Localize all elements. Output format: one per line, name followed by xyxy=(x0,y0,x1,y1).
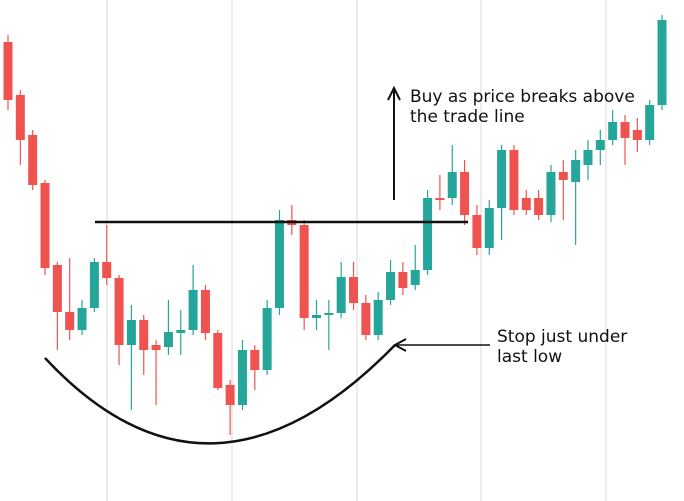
up-arrow-head xyxy=(387,85,401,101)
candle-body xyxy=(151,345,161,350)
candle-body xyxy=(40,183,50,268)
candle-body xyxy=(102,262,112,278)
candle-body xyxy=(200,290,210,333)
candle-body xyxy=(361,303,371,335)
candle-body xyxy=(534,198,544,215)
candle-body xyxy=(595,140,605,150)
candle-body xyxy=(435,198,445,200)
candle-body xyxy=(336,277,346,313)
candle-body xyxy=(460,172,470,215)
candle-body xyxy=(484,208,494,248)
grid xyxy=(106,0,607,501)
candle-body xyxy=(77,308,87,330)
candle-body xyxy=(386,272,396,300)
candle-body xyxy=(89,262,99,308)
candle-body xyxy=(188,290,198,330)
candle-body xyxy=(237,350,247,405)
annotation: Stop just under xyxy=(497,327,627,347)
candle-body xyxy=(620,122,630,138)
candle-body xyxy=(250,350,260,370)
candle-body xyxy=(15,95,25,140)
candle-body xyxy=(645,105,655,140)
candle-body xyxy=(3,42,13,100)
candle-body xyxy=(213,333,223,388)
candle-body xyxy=(262,308,272,370)
annotation: the trade line xyxy=(410,107,525,127)
candle-body xyxy=(509,150,519,210)
candle-body xyxy=(163,332,173,347)
drawings xyxy=(44,85,490,445)
candle-body xyxy=(410,270,420,285)
candle-body xyxy=(299,225,309,318)
candle-body xyxy=(28,135,38,185)
annotation: Buy as price breaks above xyxy=(410,87,635,107)
candle-body xyxy=(373,300,383,335)
candle-body xyxy=(324,313,334,315)
candle-body xyxy=(52,265,62,312)
candle-body xyxy=(114,278,124,345)
candle-body xyxy=(65,312,75,330)
candle-body xyxy=(657,20,667,105)
candle-body xyxy=(497,150,507,208)
candle-body xyxy=(312,315,321,318)
candle-body xyxy=(558,172,568,180)
candle-body xyxy=(583,150,593,165)
candle-body xyxy=(274,220,284,308)
candle-body xyxy=(447,172,457,198)
candle-body xyxy=(349,277,359,303)
cup-curve xyxy=(44,344,396,445)
candles xyxy=(3,15,667,435)
candle-body xyxy=(521,198,531,210)
annotation: last low xyxy=(497,347,562,367)
candle-body xyxy=(571,160,581,182)
candle-body xyxy=(423,198,433,270)
candle-body xyxy=(126,320,136,345)
left-arrow-head xyxy=(392,338,407,352)
candle-body xyxy=(608,122,618,140)
candle-body xyxy=(398,272,408,288)
candle-body xyxy=(472,215,482,248)
candle-body xyxy=(546,172,556,215)
candle-body xyxy=(139,320,149,350)
candle-body xyxy=(176,330,186,333)
candle-body xyxy=(632,130,642,140)
candle-body xyxy=(225,385,235,405)
